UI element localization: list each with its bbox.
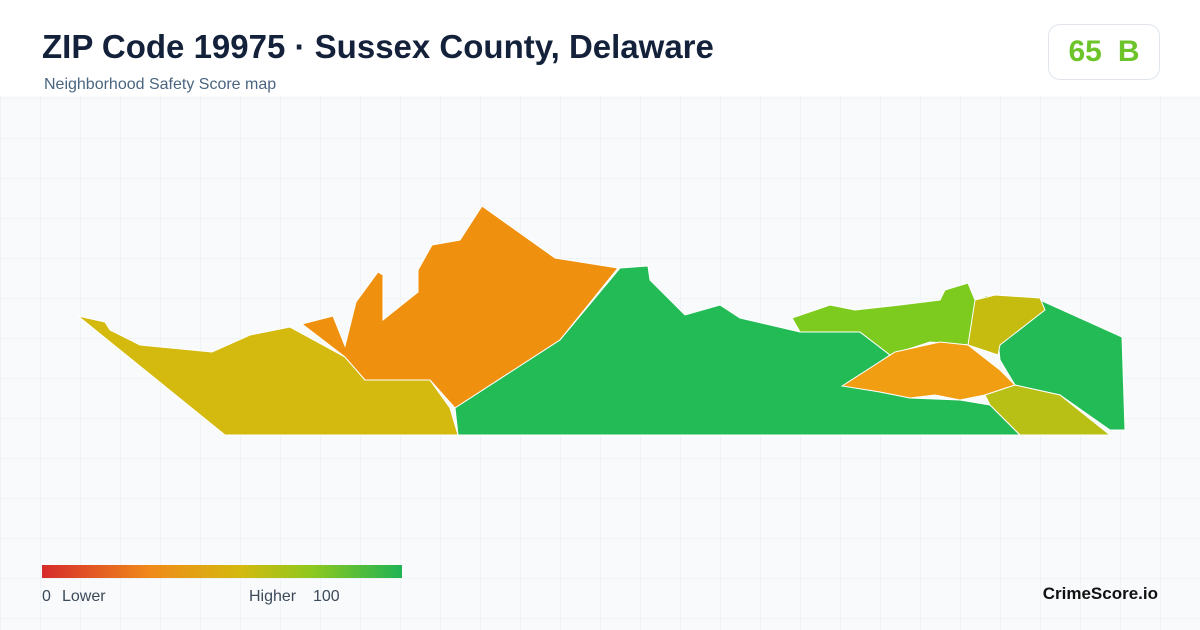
title: ZIP Code 19975 · Sussex County, Delaware [42, 28, 714, 65]
legend-bar [42, 565, 402, 578]
legend-max: 100 [313, 588, 340, 605]
region [967, 294, 1046, 356]
region [984, 384, 1112, 436]
score-grade: B [1117, 35, 1140, 68]
region [77, 315, 459, 436]
legend-min: 0 [42, 588, 51, 605]
region [997, 299, 1126, 431]
score-badge: 65 B [1048, 24, 1160, 80]
brand: CrimeScore.io [1042, 584, 1158, 603]
legend-low: Lower [62, 588, 106, 605]
regions [77, 205, 1126, 436]
score-value: 65 [1068, 35, 1102, 68]
legend-high: Higher [249, 588, 297, 605]
region [300, 205, 619, 409]
subtitle: Neighborhood Safety Score map [44, 76, 277, 93]
